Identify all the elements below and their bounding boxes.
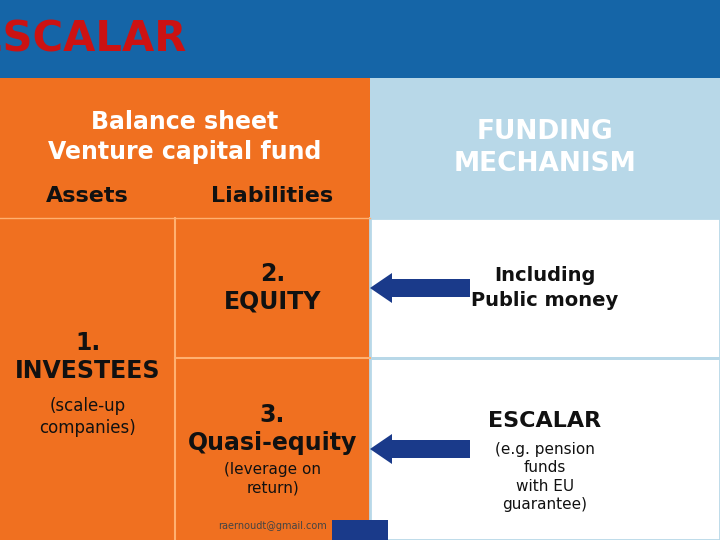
Polygon shape xyxy=(370,273,392,303)
Polygon shape xyxy=(370,434,392,464)
Text: FUNDING
MECHANISM: FUNDING MECHANISM xyxy=(454,119,636,177)
Bar xyxy=(370,358,720,540)
Bar xyxy=(392,279,470,297)
Bar xyxy=(175,218,370,358)
Bar xyxy=(0,218,175,540)
Bar xyxy=(0,0,720,78)
Text: ESCALAR: ESCALAR xyxy=(0,18,186,60)
Bar xyxy=(175,358,370,540)
Text: 2.
EQUITY: 2. EQUITY xyxy=(224,262,321,314)
Text: (scale-up
companies): (scale-up companies) xyxy=(39,397,136,437)
Text: 3.
Quasi-equity: 3. Quasi-equity xyxy=(188,403,357,455)
Bar xyxy=(0,78,370,218)
Text: (leverage on
return): (leverage on return) xyxy=(224,462,321,496)
Bar xyxy=(370,218,720,358)
Bar xyxy=(370,218,720,540)
Text: (e.g. pension
funds
with EU
guarantee): (e.g. pension funds with EU guarantee) xyxy=(495,442,595,512)
Bar xyxy=(392,440,470,458)
Text: 1.
INVESTEES: 1. INVESTEES xyxy=(14,331,161,383)
Text: Liabilities: Liabilities xyxy=(212,186,333,206)
Text: raernoudt@gmail.com: raernoudt@gmail.com xyxy=(218,521,327,531)
Text: Including
Public money: Including Public money xyxy=(472,266,618,310)
Text: Balance sheet
Venture capital fund: Balance sheet Venture capital fund xyxy=(48,110,322,164)
Bar xyxy=(370,78,720,218)
Bar xyxy=(332,520,388,540)
Text: ESCALAR: ESCALAR xyxy=(488,411,602,431)
Text: Assets: Assets xyxy=(46,186,129,206)
